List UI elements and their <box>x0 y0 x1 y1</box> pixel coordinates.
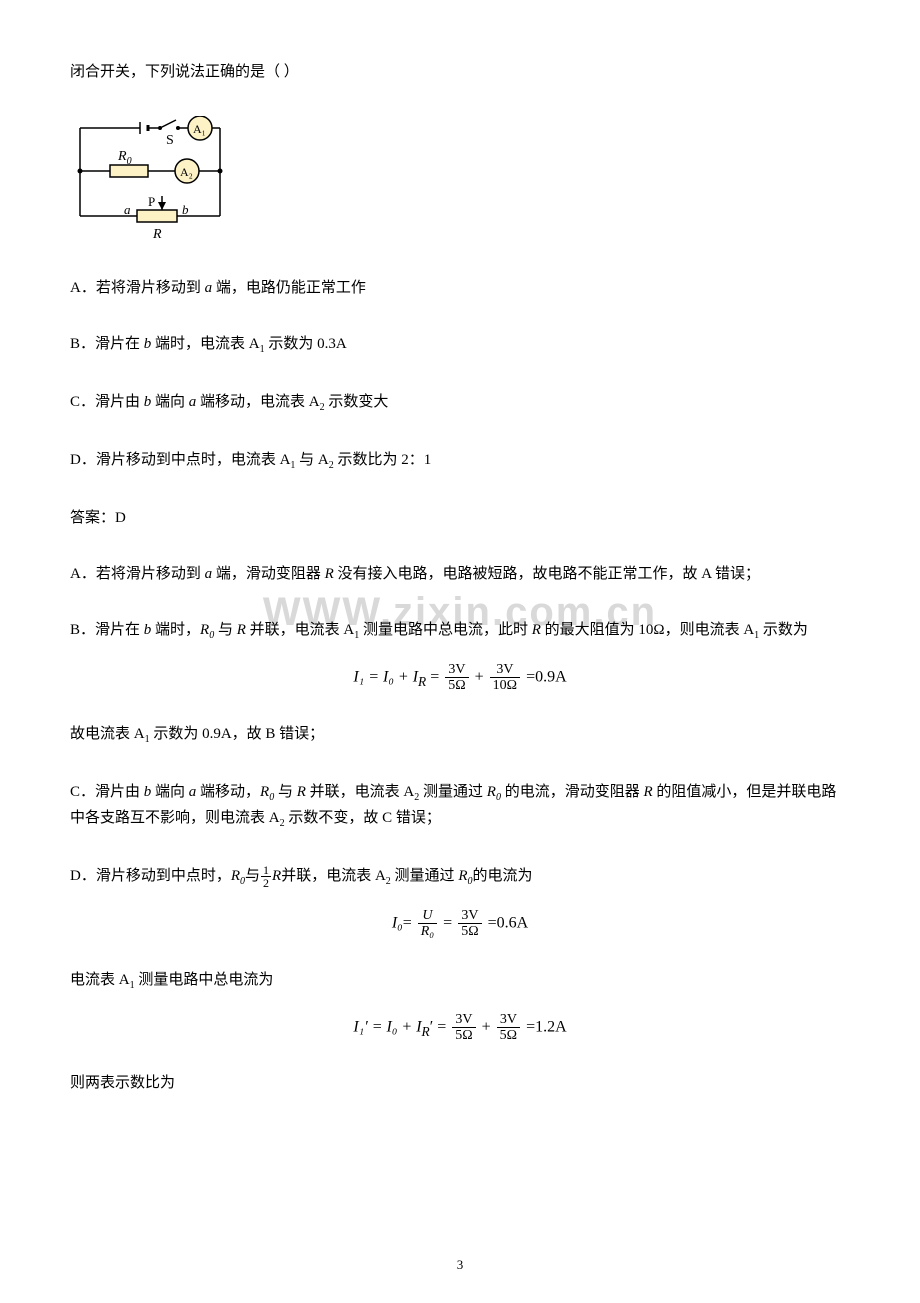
label-a2: A₂ <box>180 165 193 179</box>
circuit-diagram: S A₁ A₂ R0 a b R P <box>70 116 850 246</box>
explain-b-concl: 故电流表 A1 示数为 0.9A，故 B 错误； <box>70 722 850 748</box>
equation-3: I₁′ = I₀ + IR′ = 3V5Ω + 3V5Ω =1.2A <box>70 1012 850 1044</box>
explain-c: C．滑片由 b 端向 a 端移动，R0 与 R 并联，电流表 A2 测量通过 R… <box>70 780 850 832</box>
option-a: A．若将滑片移动到 a 端，电路仍能正常工作 <box>70 276 850 300</box>
explain-b: B．滑片在 b 端时，R0 与 R 并联，电流表 A1 测量电路中总电流，此时 … <box>70 618 850 644</box>
page-number: 3 <box>457 1257 464 1273</box>
label-r: R <box>152 227 162 242</box>
label-p: P <box>148 194 155 209</box>
question-stem: 闭合开关，下列说法正确的是（ ） <box>70 60 850 84</box>
label-s: S <box>166 133 174 148</box>
option-b: B．滑片在 b 端时，电流表 A1 示数为 0.3A <box>70 332 850 358</box>
explain-d: D．滑片移动到中点时，R0与12R并联，电流表 A2 测量通过 R0的电流为 <box>70 864 850 890</box>
equation-1: I₁ = I₀ + IR = 3V5Ω + 3V10Ω =0.9A <box>70 662 850 694</box>
answer: 答案：D <box>70 506 850 530</box>
explain-a: A．若将滑片移动到 a 端，滑动变阻器 R 没有接入电路，电路被短路，故电路不能… <box>70 562 850 586</box>
equation-2: I₀= UR₀ = 3V5Ω =0.6A <box>70 908 850 940</box>
option-d: D．滑片移动到中点时，电流表 A1 与 A2 示数比为 2：1 <box>70 448 850 474</box>
explain-d2: 电流表 A1 测量电路中总电流为 <box>70 968 850 994</box>
label-b: b <box>182 202 189 217</box>
explain-d3: 则两表示数比为 <box>70 1071 850 1095</box>
page-content: 闭合开关，下列说法正确的是（ ） S A₁ <box>70 60 850 1095</box>
option-c: C．滑片由 b 端向 a 端移动，电流表 A2 示数变大 <box>70 390 850 416</box>
label-a: a <box>124 202 131 217</box>
label-a1: A₁ <box>193 122 206 136</box>
